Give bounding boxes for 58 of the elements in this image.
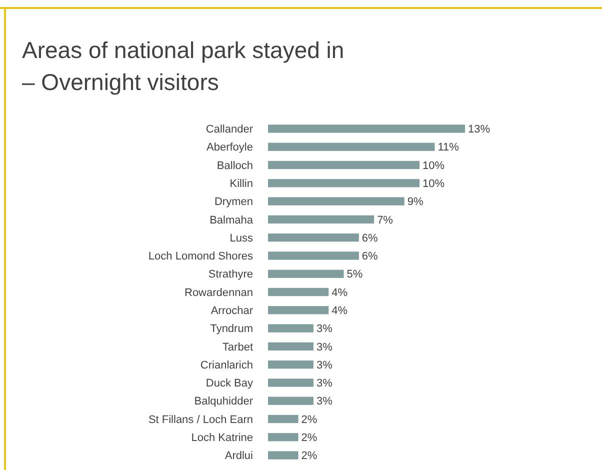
bar xyxy=(268,215,374,224)
data-label: 2% xyxy=(301,414,318,426)
data-label: 9% xyxy=(407,196,424,208)
bar xyxy=(268,270,344,278)
data-label: 4% xyxy=(332,304,348,317)
bar xyxy=(268,414,298,424)
data-label: 6% xyxy=(362,232,378,244)
y-tick-label: Callander xyxy=(206,124,254,136)
y-tick-label: Rowardennan xyxy=(184,286,253,299)
y-tick-label: Balmaha xyxy=(210,214,254,226)
data-label: 13% xyxy=(468,124,490,136)
y-tick-label: Drymen xyxy=(214,196,253,208)
bar xyxy=(268,378,314,387)
y-tick-label: Tyndrum xyxy=(210,323,253,336)
data-label: 7% xyxy=(377,214,394,226)
y-tick-label: Balloch xyxy=(216,160,253,172)
y-tick-label: Arrochar xyxy=(210,304,254,317)
data-label: 3% xyxy=(316,396,333,408)
data-label: 2% xyxy=(301,450,318,462)
bar xyxy=(268,233,359,242)
bar xyxy=(268,433,298,442)
data-label: 6% xyxy=(362,250,378,263)
data-label: 3% xyxy=(316,359,333,372)
y-tick-label: St Fillans / Loch Earn xyxy=(148,414,253,426)
bar xyxy=(268,124,465,133)
data-label: 3% xyxy=(316,341,333,354)
chart-title: Areas of national park stayed in – Overnight visitors xyxy=(22,37,344,95)
bar xyxy=(268,252,359,260)
bar xyxy=(268,160,420,170)
y-tick-label: Strathyre xyxy=(208,268,253,281)
y-tick-label: Tarbet xyxy=(222,341,253,354)
y-tick-label: Loch Katrine xyxy=(191,432,253,444)
data-label: 5% xyxy=(346,268,363,281)
y-tick-label: Ardlui xyxy=(224,450,253,462)
y-tick-label: Luss xyxy=(230,232,254,244)
data-label: 11% xyxy=(438,142,460,154)
bar xyxy=(268,360,314,369)
bar xyxy=(268,451,298,460)
y-tick-label: Aberfoyle xyxy=(206,142,253,154)
bar xyxy=(268,324,314,332)
y-tick-label: Killin xyxy=(230,178,253,190)
bar xyxy=(268,306,329,314)
data-label: 3% xyxy=(316,378,333,390)
data-label: 2% xyxy=(301,432,318,444)
data-label: 3% xyxy=(316,323,333,336)
bar xyxy=(268,342,314,351)
data-label: 4% xyxy=(332,286,348,299)
bar xyxy=(268,396,314,405)
y-tick-label: Loch Lomond Shores xyxy=(148,250,254,263)
data-label: 10% xyxy=(422,160,445,172)
bar xyxy=(268,197,404,206)
bar xyxy=(268,142,435,151)
y-tick-label: Crianlarich xyxy=(200,359,253,372)
bar xyxy=(268,179,420,188)
data-label: 10% xyxy=(422,178,445,190)
y-tick-label: Duck Bay xyxy=(206,378,254,390)
y-tick-label: Balquhidder xyxy=(194,396,254,408)
bar xyxy=(268,288,329,296)
